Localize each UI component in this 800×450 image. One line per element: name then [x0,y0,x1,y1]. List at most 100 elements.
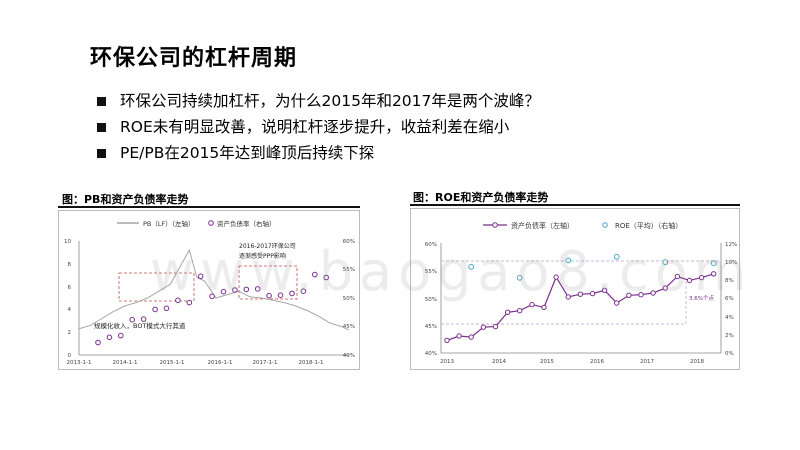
debt-ratio-point [129,316,135,323]
bullet-text: ROE未有明显改善，说明杠杆逐步提升，收益利差在缩小 [120,118,510,136]
debt-ratio-point [650,290,656,296]
debt-ratio-point [118,332,124,339]
debt-ratio-point [577,291,584,297]
debt-ratio-point [638,292,644,298]
y-right-tick: 55% [343,267,355,273]
x-tick: 2014 [492,359,506,365]
debt-ratio-point [163,305,170,312]
y-left-tick: 10 [64,239,71,245]
debt-ratio-point [711,271,717,277]
debt-ratio-point [589,290,596,297]
y-left-tick: 2 [68,330,72,336]
legend-debt-label: 资产负债率（左轴） [511,221,574,230]
roe-point [516,274,523,281]
x-tick: 2018-1-1 [299,360,324,366]
debt-ratio-point [243,286,250,293]
debt-ratio-point [686,277,693,284]
roe-point [613,253,620,260]
y-right-tick: 4% [725,315,734,321]
y-right-tick: 45% [343,324,355,330]
y-left-tick: 50% [425,297,437,303]
y-left-tick: 4 [68,307,72,313]
bullet-item: ROE未有明显改善，说明杠杆逐步提升，收益利差在缩小 [97,114,540,140]
debt-ratio-point [323,274,330,281]
chart-left-panel: PB（LF）（左轴） 资产负债率（右轴） 10 8 6 4 2 0 60% 55… [58,210,360,370]
debt-ratio-point [468,334,474,340]
debt-ratio-point [444,337,450,344]
debt-ratio-point [140,316,147,322]
debt-ratio-point [266,292,272,299]
debt-ratio-point [106,334,113,341]
debt-ratio-point [492,323,499,330]
bullet-square-icon [97,122,106,132]
debt-ratio-point [456,333,462,339]
y-left-tick: 40% [425,351,437,357]
debt-ratio-point [565,294,571,300]
y-left-tick: 6 [68,285,72,291]
annotation-spread: 3.6%个点 [689,295,714,302]
y-right-tick: 8% [725,278,734,284]
x-tick: 2015-1-1 [160,360,185,366]
legend-pb-label: PB（LF）（左轴） [143,219,195,228]
pb-series-line [78,248,350,331]
debt-ratio-point [698,274,705,281]
x-tick: 2018 [690,359,704,365]
annotation-bottom: 规模化收入，BOT模式大行其道 [94,321,186,330]
chart-right-caption: 图：ROE和资产负债率走势 [413,191,549,204]
y-right-tick: 40% [343,353,355,359]
x-tick: 2013 [440,359,454,365]
y-left-tick: 8 [68,262,72,268]
x-tick: 2015 [540,359,554,365]
y-right-tick: 60% [343,239,355,245]
debt-ratio-point [312,271,318,278]
highlight-box-2015 [118,272,195,302]
y-right-tick: 0% [725,351,734,357]
roe-point [710,260,717,267]
y-left-tick: 45% [425,324,437,330]
chart-right-panel: 资产负债率（左轴） ROE（平均）（右轴） 3.6%个点 60% 55% 50%… [410,208,740,370]
debt-ratio-point [529,301,535,308]
debt-ratio-point [209,293,215,300]
debt-ratio-point [662,285,668,291]
roe-point [565,257,572,264]
y-right-tick: 12% [725,242,737,248]
x-tick: 2017-1-1 [253,360,278,366]
debt-ratio-point [152,306,158,313]
annotation-top-line1: 2016-2017环保公司 [239,242,296,250]
debt-ratio-point [626,292,632,299]
y-right-tick: 6% [725,296,734,302]
debt-ratio-point [197,273,204,280]
x-tick: 2016 [590,359,604,365]
roe-point [662,259,669,266]
debt-ratio-point [220,288,227,295]
y-right-tick: 2% [725,333,734,339]
debt-ratio-point [175,297,181,304]
bullet-square-icon [97,96,106,106]
legend-roe-marker [602,222,608,228]
x-tick: 2017 [640,359,654,365]
bullet-square-icon [97,148,106,158]
legend-debt-marker [492,222,498,228]
chart-left-caption: 图：PB和资产负债率走势 [62,193,189,206]
bullet-item: 环保公司持续加杠杆，为什么2015年和2017年是两个波峰？ [97,88,540,114]
bullet-list: 环保公司持续加杠杆，为什么2015年和2017年是两个波峰？ ROE未有明显改善… [97,88,540,166]
x-tick: 2016-1-1 [208,360,233,366]
chart-right-caption-rule [410,204,740,206]
debt-ratio-point [277,292,284,298]
y-left-tick: 0 [68,353,72,359]
legend-debt-swatch [208,220,214,226]
debt-ratio-point [517,308,523,314]
debt-ratio-point [614,300,620,306]
y-right-tick: 50% [343,296,355,302]
roe-point [468,263,475,270]
debt-ratio-line [446,273,714,341]
debt-ratio-point [480,324,487,330]
annotation-top-line2: 逐渐感受PPP影响 [239,252,286,260]
debt-ratio-point [95,339,101,346]
debt-ratio-point [504,309,511,316]
debt-ratio-point [186,299,193,306]
slide-title: 环保公司的杠杆周期 [90,46,298,71]
chart-left-caption-rule [58,206,360,208]
bullet-text: PE/PB在2015年达到峰顶后持续下探 [120,144,375,162]
debt-ratio-point [601,287,608,294]
